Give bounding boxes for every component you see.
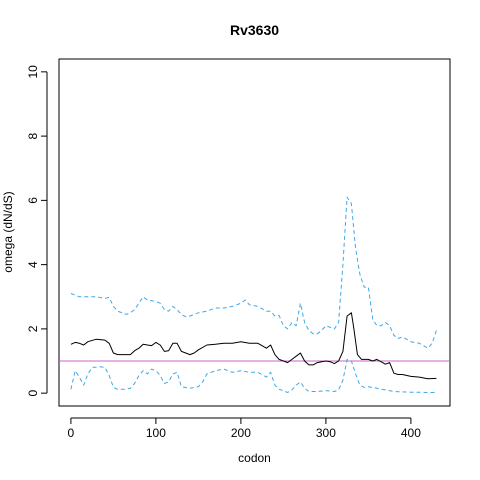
- y-tick-label: 2: [26, 325, 40, 332]
- y-tick-label: 4: [26, 261, 40, 268]
- x-tick-label: 0: [68, 426, 75, 440]
- omega-line: [70, 312, 437, 380]
- y-axis-label: omega (dN/dS): [1, 191, 15, 272]
- plot-frame: [58, 58, 451, 407]
- chart-title: Rv3630: [230, 22, 279, 38]
- y-axis: 0 2 4 6 8 10: [26, 65, 48, 396]
- y-tick-label: 10: [26, 65, 40, 79]
- x-axis-label: codon: [238, 451, 271, 465]
- upper-bound-line: [70, 196, 437, 349]
- x-tick-label: 200: [231, 426, 251, 440]
- y-tick-label: 8: [26, 132, 40, 139]
- plot-area: [59, 196, 450, 393]
- y-tick-label: 6: [26, 197, 40, 204]
- x-tick-label: 400: [401, 426, 421, 440]
- x-tick-label: 100: [146, 426, 166, 440]
- x-axis: 0 100 200 300 400: [68, 417, 421, 440]
- y-tick-label: 0: [26, 389, 40, 396]
- x-tick-label: 300: [316, 426, 336, 440]
- lower-bound-line: [70, 358, 437, 393]
